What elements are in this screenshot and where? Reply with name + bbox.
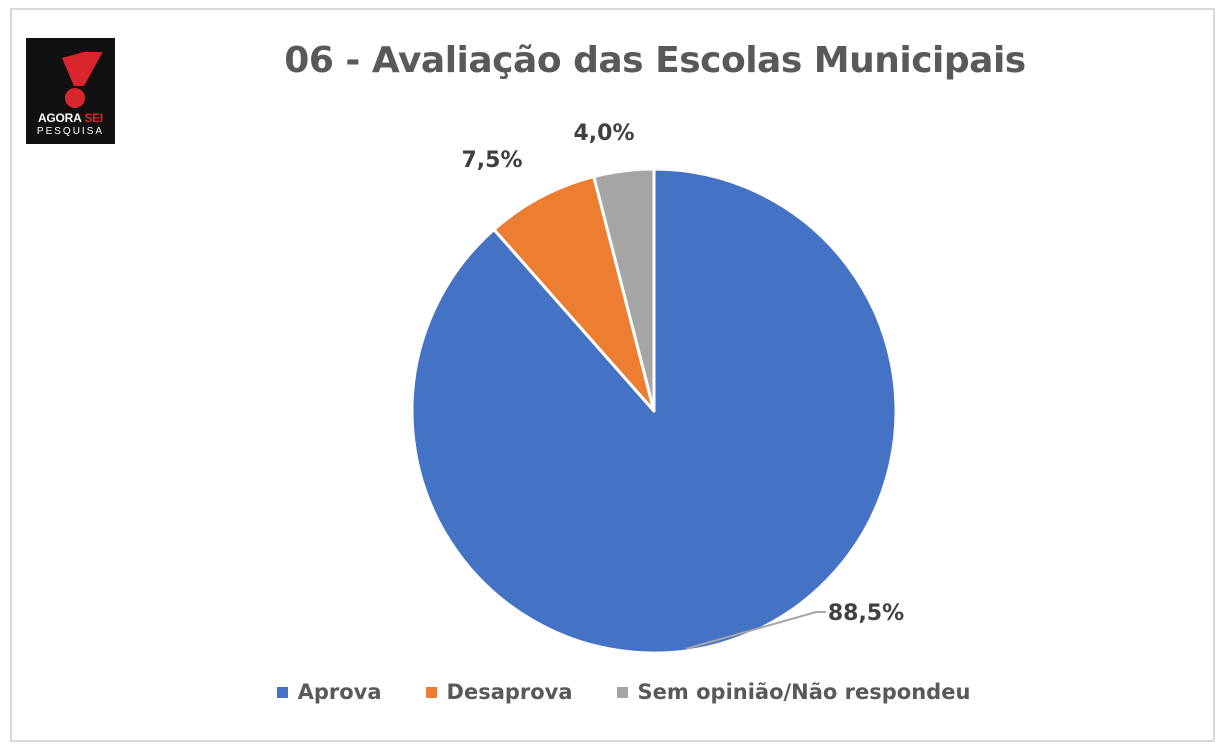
legend-label-sem-opiniao-nao-respondeu: Sem opinião/Não respondeu: [637, 680, 971, 704]
logo-subtitle: PESQUISA: [36, 126, 105, 137]
exclamation-icon: [62, 52, 103, 108]
data-label-sem-opiniao-nao-respondeu: 4,0%: [573, 121, 634, 146]
chart-title: 06 - Avaliação das Escolas Municipais: [284, 40, 1026, 81]
legend-swatch-aprova: [276, 686, 288, 698]
chart-legend: Aprova Desaprova Sem opinião/Não respondeu: [0, 677, 1225, 707]
logo-wordmark: AGORA SEI: [37, 111, 104, 125]
legend-item-desaprova: Desaprova: [425, 680, 573, 704]
leader-line-aprova: [685, 611, 826, 650]
legend-swatch-sem-opiniao-nao-respondeu: [616, 686, 628, 698]
legend-label-desaprova: Desaprova: [446, 680, 573, 704]
legend-label-aprova: Aprova: [297, 680, 382, 704]
data-label-aprova: 88,5%: [828, 601, 904, 626]
legend-swatch-desaprova: [425, 686, 437, 698]
pie-slice-sem-opiniao-nao-respondeu: [592, 167, 656, 413]
pie-slice-desaprova: [492, 175, 656, 413]
legend-item-sem-opiniao-nao-respondeu: Sem opinião/Não respondeu: [616, 680, 971, 704]
agora-sei-logo: AGORA SEI PESQUISA: [26, 38, 115, 144]
legend-item-aprova: Aprova: [276, 680, 382, 704]
data-label-desaprova: 7,5%: [461, 148, 522, 173]
